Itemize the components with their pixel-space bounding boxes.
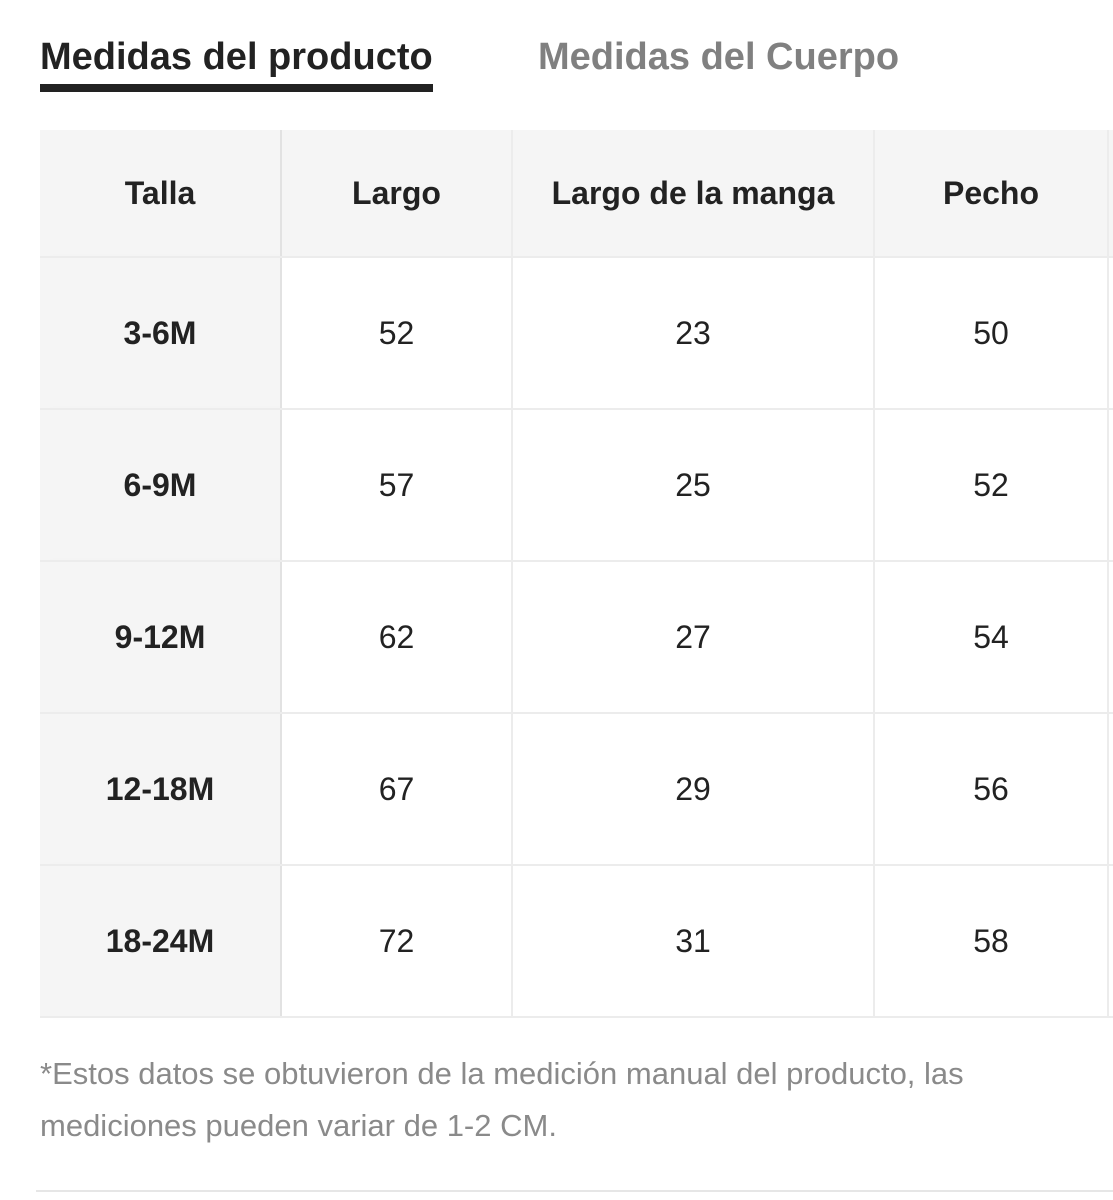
size-cell: 12-18M bbox=[40, 713, 282, 866]
chest-cell: 52 bbox=[874, 409, 1109, 562]
overflow-cell bbox=[1108, 713, 1113, 866]
sleeve-length-cell: 25 bbox=[512, 409, 875, 562]
sleeve-length-cell: 27 bbox=[512, 561, 875, 714]
table-row: 3-6M 52 23 50 bbox=[40, 257, 1113, 410]
size-cell: 18-24M bbox=[40, 865, 282, 1018]
column-header-size: Talla bbox=[40, 130, 282, 258]
length-cell: 72 bbox=[281, 865, 513, 1018]
size-table: Talla Largo Largo de la manga Pecho 3-6M… bbox=[40, 130, 1113, 1018]
chest-cell: 58 bbox=[874, 865, 1109, 1018]
length-cell: 52 bbox=[281, 257, 513, 410]
measurement-disclaimer: *Estos datos se obtuvieron de la medició… bbox=[40, 1056, 964, 1143]
size-cell: 9-12M bbox=[40, 561, 282, 714]
size-cell: 6-9M bbox=[40, 409, 282, 562]
overflow-cell bbox=[1108, 865, 1113, 1018]
tab-product-label: Medidas del producto bbox=[40, 36, 433, 78]
chest-cell: 56 bbox=[874, 713, 1109, 866]
column-header-length: Largo bbox=[281, 130, 513, 258]
table-row: 9-12M 62 27 54 bbox=[40, 561, 1113, 714]
sleeve-length-cell: 29 bbox=[512, 713, 875, 866]
table-row: 6-9M 57 25 52 bbox=[40, 409, 1113, 562]
table-row: 18-24M 72 31 58 bbox=[40, 865, 1113, 1018]
overflow-cell bbox=[1108, 409, 1113, 562]
table-header-row: Talla Largo Largo de la manga Pecho bbox=[40, 130, 1113, 258]
length-cell: 62 bbox=[281, 561, 513, 714]
sleeve-length-cell: 23 bbox=[512, 257, 875, 410]
column-header-sleeve-length: Largo de la manga bbox=[512, 130, 875, 258]
column-header-chest: Pecho bbox=[874, 130, 1109, 258]
size-cell: 3-6M bbox=[40, 257, 282, 410]
tab-body-label: Medidas del Cuerpo bbox=[538, 36, 900, 78]
size-table-container[interactable]: Talla Largo Largo de la manga Pecho 3-6M… bbox=[40, 130, 1113, 1020]
chest-cell: 50 bbox=[874, 257, 1109, 410]
sleeve-length-cell: 31 bbox=[512, 865, 875, 1018]
chest-cell: 54 bbox=[874, 561, 1109, 714]
length-cell: 57 bbox=[281, 409, 513, 562]
tab-product-measurements[interactable]: Medidas del producto bbox=[40, 30, 433, 92]
active-tab-underline bbox=[40, 84, 433, 92]
bottom-divider bbox=[36, 1190, 1113, 1192]
length-cell: 67 bbox=[281, 713, 513, 866]
table-row: 12-18M 67 29 56 bbox=[40, 713, 1113, 866]
tab-bar: Medidas del producto Medidas del Cuerpo bbox=[40, 30, 1100, 92]
overflow-cell bbox=[1108, 257, 1113, 410]
column-header-overflow bbox=[1108, 130, 1113, 258]
overflow-cell bbox=[1108, 561, 1113, 714]
tab-body-measurements[interactable]: Medidas del Cuerpo bbox=[538, 30, 899, 92]
